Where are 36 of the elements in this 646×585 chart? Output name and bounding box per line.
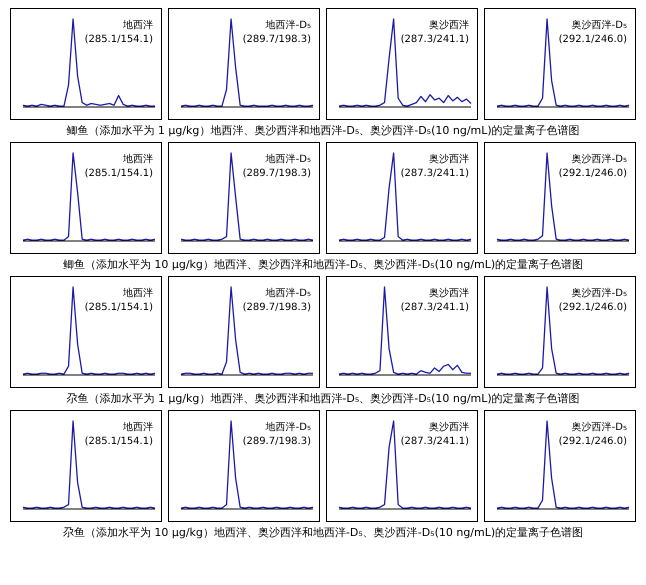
- annotation: 奥沙西泮-D₅: [570, 287, 627, 301]
- text: 鲫鱼（添加水平为 1 μg/kg）地西泮、奥沙西泮和地西泮-D₅、奥沙西泮-D₅(10 ng/mL)的定量离子色谱图: [65, 123, 581, 138]
- annotation: (285.1/154.1): [84, 435, 153, 449]
- annotation: 奥沙西泮: [428, 153, 469, 167]
- annotation: 地西泮-D₅: [264, 421, 311, 435]
- annotation: (285.1/154.1): [84, 167, 153, 181]
- text: 尕鱼（添加水平为 1 μg/kg）地西泮、奥沙西泮和地西泮-D₅、奥沙西泮-D₅(10 ng/mL)的定量离子色谱图: [65, 391, 581, 406]
- annotation: (292.1/246.0): [558, 33, 627, 47]
- annotation: (289.7/198.3): [242, 33, 311, 47]
- annotation: (285.1/154.1): [84, 33, 153, 47]
- annotation: 奥沙西泮-D₅: [570, 153, 627, 167]
- annotation: 奥沙西泮-D₅: [570, 19, 627, 33]
- annotation: 奥沙西泮: [428, 287, 469, 301]
- annotation: 地西泮: [122, 19, 153, 33]
- annotation: 地西泮-D₅: [264, 153, 311, 167]
- annotation: (287.3/241.1): [400, 167, 469, 181]
- text: 鲫鱼（添加水平为 10 μg/kg）地西泮、奥沙西泮和地西泮-D₅、奥沙西泮-D₅(10 ng/mL)的定量离子色谱图: [62, 257, 584, 272]
- annotation: 地西泮: [122, 287, 153, 301]
- annotation: (292.1/246.0): [558, 167, 627, 181]
- annotation: (285.1/154.1): [84, 301, 153, 315]
- text: 尕鱼（添加水平为 10 μg/kg）地西泮、奥沙西泮和地西泮-D₅、奥沙西泮-D₅(10 ng/mL)的定量离子色谱图: [62, 525, 584, 540]
- annotation: 地西泮-D₅: [264, 19, 311, 33]
- annotation: (287.3/241.1): [400, 33, 469, 47]
- annotation: (292.1/246.0): [558, 435, 627, 449]
- annotation: (289.7/198.3): [242, 435, 311, 449]
- annotation: 奥沙西泮-D₅: [570, 421, 627, 435]
- annotation: (289.7/198.3): [242, 167, 311, 181]
- annotation: (287.3/241.1): [400, 301, 469, 315]
- annotation: 地西泮: [122, 153, 153, 167]
- annotation: (287.3/241.1): [400, 435, 469, 449]
- annotation: (292.1/246.0): [558, 301, 627, 315]
- annotation: 奥沙西泮: [428, 19, 469, 33]
- annotation: (289.7/198.3): [242, 301, 311, 315]
- annotation: 地西泮: [122, 421, 153, 435]
- annotation: 奥沙西泮: [428, 421, 469, 435]
- annotation: 地西泮-D₅: [264, 287, 311, 301]
